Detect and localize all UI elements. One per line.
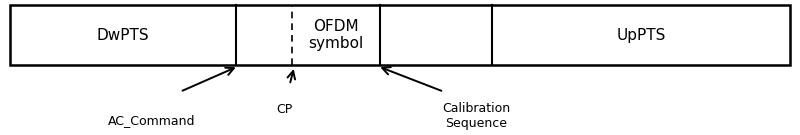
Text: CP: CP: [276, 103, 292, 116]
Text: OFDM
symbol: OFDM symbol: [308, 19, 364, 51]
Text: Calibration
Sequence: Calibration Sequence: [442, 102, 510, 130]
Text: DwPTS: DwPTS: [97, 28, 149, 43]
Text: AC_Command: AC_Command: [108, 114, 196, 127]
Bar: [10, 5, 790, 65]
Text: UpPTS: UpPTS: [617, 28, 666, 43]
